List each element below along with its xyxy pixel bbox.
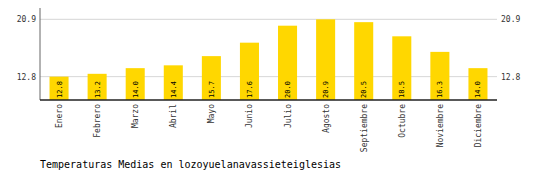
- grid-line: [40, 19, 497, 20]
- x-tick-label: Diciembre: [474, 104, 483, 148]
- data-label: 14.0: [132, 81, 140, 98]
- data-label: 16.3: [436, 81, 444, 98]
- x-tick-label: Abril: [169, 104, 178, 128]
- y2-tick-label: 20.9: [501, 15, 520, 24]
- data-label: 14.4: [170, 81, 178, 98]
- data-label: 13.2: [94, 81, 102, 98]
- bar: [430, 52, 449, 100]
- x-tick-label: Septiembre: [360, 104, 369, 152]
- x-tick-label: Julio: [284, 104, 293, 128]
- y-tick-label: 20.9: [17, 15, 36, 24]
- data-label: 20.0: [284, 81, 292, 98]
- x-tick-label: Enero: [55, 104, 64, 128]
- y-axis-line: [40, 8, 41, 100]
- bar: [468, 68, 487, 100]
- x-tick-label: Octubre: [398, 104, 407, 138]
- bar: [50, 77, 69, 100]
- chart: 12.8 12.8 20.9 20.9 12.8 13.2 14.0 14.4 15.7 17.6…: [0, 0, 537, 174]
- bar: [240, 43, 259, 100]
- bar: [316, 19, 335, 100]
- bar: [126, 68, 145, 100]
- x-tick-label: Mayo: [207, 104, 216, 123]
- chart-container: 12.8 12.8 20.9 20.9 12.8 13.2 14.0 14.4 15.7 17.6…: [0, 0, 537, 174]
- bar: [278, 26, 297, 100]
- bar: [392, 36, 411, 100]
- data-label: 15.7: [208, 81, 216, 98]
- data-label: 14.0: [474, 81, 482, 98]
- x-tick-label: Junio: [245, 104, 254, 128]
- bar: [354, 22, 373, 100]
- data-label: 20.5: [360, 81, 368, 98]
- data-label: 17.6: [246, 81, 254, 98]
- grid-line: [40, 76, 497, 77]
- data-label: 18.5: [398, 81, 406, 98]
- bars: [50, 19, 488, 100]
- y2-tick-label: 12.8: [501, 73, 520, 82]
- data-label: 20.9: [322, 81, 330, 98]
- bar: [202, 56, 221, 100]
- data-label: 12.8: [56, 81, 64, 98]
- bar: [164, 65, 183, 100]
- x-tick-label: Noviembre: [436, 104, 445, 148]
- x-tick-label: Agosto: [322, 104, 331, 133]
- bar: [88, 74, 107, 100]
- x-axis-line: [40, 99, 497, 101]
- x-tick-label: Febrero: [93, 104, 102, 138]
- x-tick-label: Marzo: [131, 104, 140, 128]
- title: Temperaturas Medias en lozoyuelanavassie…: [40, 159, 341, 170]
- y-tick-label: 12.8: [17, 73, 36, 82]
